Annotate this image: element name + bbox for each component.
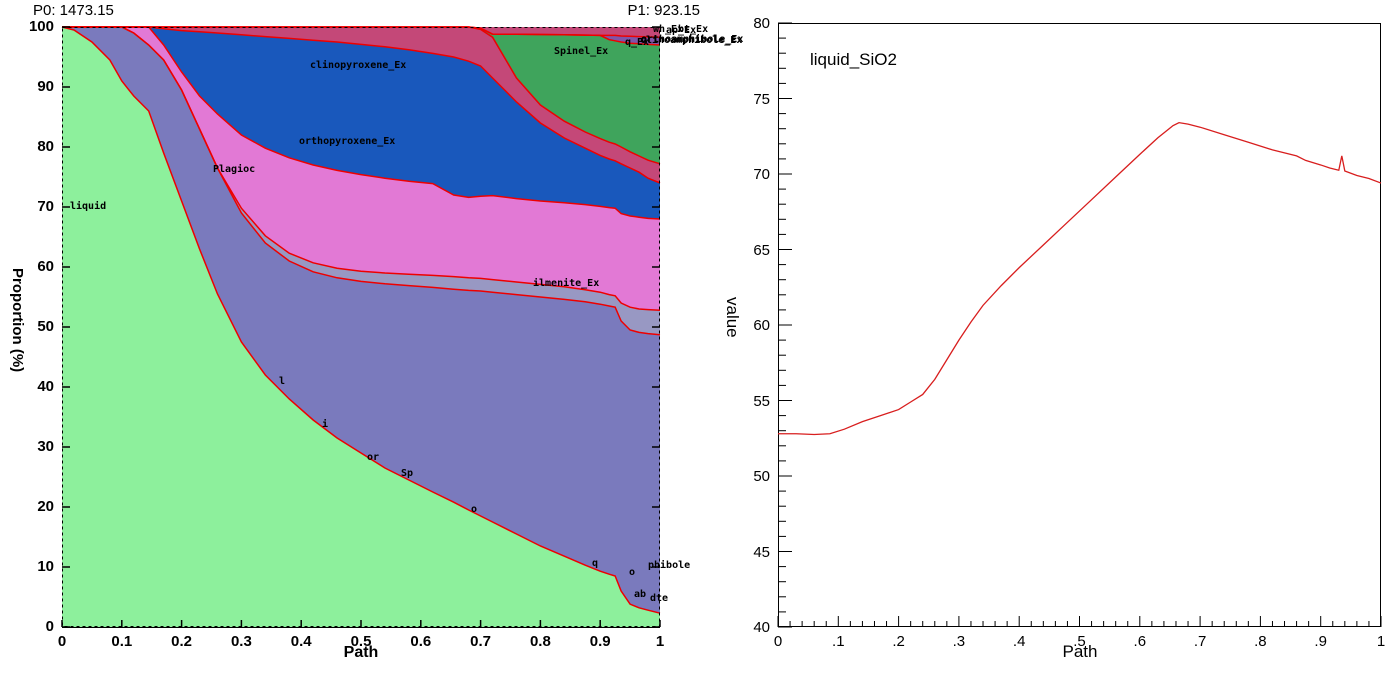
left-stacked-area-chart xyxy=(61,26,661,628)
phase-label-liquid: liquid xyxy=(70,201,107,212)
phase-label-clinoamphibole_Ex: clinoamphibole_Ex xyxy=(640,35,743,46)
right-x-tick-label: .6 xyxy=(1133,633,1147,650)
right-line-chart xyxy=(777,22,1382,628)
phase-label-clinopyroxene_Ex: clinopyroxene_Ex xyxy=(310,60,407,71)
liquid-sio2-line xyxy=(778,121,1382,436)
right-chart-x-axis-title: Path xyxy=(1062,642,1098,661)
phase-label-i: i xyxy=(322,419,329,430)
left-x-tick-label: 1 xyxy=(655,633,665,650)
left-y-tick-label: 40 xyxy=(37,378,54,395)
right-x-tick-label: 1 xyxy=(1376,633,1386,650)
boundary-amphibole_Ex xyxy=(62,26,661,38)
left-y-tick-label: 0 xyxy=(45,618,54,635)
left-x-tick-label: 0.7 xyxy=(470,633,492,650)
right-x-tick-label: .7 xyxy=(1193,633,1207,650)
phase-label-or: or xyxy=(367,452,380,463)
phase-label-o: o xyxy=(629,567,636,578)
right-y-tick-label: 50 xyxy=(753,468,770,485)
right-x-tick-label: .4 xyxy=(1012,633,1026,650)
phase-label-q: q xyxy=(592,558,599,569)
left-x-tick-label: 0.2 xyxy=(171,633,193,650)
area-q_Ex xyxy=(62,27,660,164)
phase-label-Sp: Sp xyxy=(401,468,414,479)
phase-label-o: o xyxy=(471,504,478,515)
left-x-tick-label: 0.5 xyxy=(350,633,372,650)
right-y-tick-label: 55 xyxy=(753,392,770,410)
phase-label-ilmenite_Ex: ilmenite_Ex xyxy=(533,278,600,289)
right-y-tick-label: 60 xyxy=(753,317,770,334)
left-chart-x-axis-title: Path xyxy=(343,644,379,661)
left-y-tick-label: 10 xyxy=(37,558,54,575)
left-chart-p1-label: P1: 923.15 xyxy=(627,2,700,19)
left-y-tick-label: 50 xyxy=(37,318,54,335)
right-y-tick-label: 75 xyxy=(753,90,770,108)
phase-label-orthopyroxene_Ex: orthopyroxene_Ex xyxy=(299,136,396,147)
left-x-tick-label: 0.3 xyxy=(230,633,252,650)
right-x-tick-label: .5 xyxy=(1073,633,1086,650)
phase-label-Plagioc: Plagioc xyxy=(213,164,256,175)
boundary-liquid xyxy=(61,26,661,614)
right-plot-border xyxy=(778,23,1381,627)
phase-label-ap_Ex: ap_Ex xyxy=(666,25,697,36)
phase-label-Spinel_Ex: Spinel_Ex xyxy=(554,46,609,57)
right-x-tick-label: 0 xyxy=(773,633,783,650)
right-x-tick-label: .8 xyxy=(1254,633,1267,650)
right-x-tick-label: .9 xyxy=(1314,633,1327,650)
area-liquid xyxy=(62,27,660,627)
right-x-tick-label: .2 xyxy=(892,633,905,650)
left-y-tick-label: 60 xyxy=(37,258,54,275)
right-y-tick-label: 80 xyxy=(753,15,770,32)
left-x-tick-label: 0.4 xyxy=(290,633,312,650)
left-x-tick-label: 0.8 xyxy=(529,633,551,650)
right-x-tick-label: .3 xyxy=(952,633,966,650)
left-y-tick-label: 30 xyxy=(37,438,54,455)
phase-label-q_Ex: q_Ex xyxy=(625,37,650,48)
right-y-tick-label: 40 xyxy=(753,619,770,636)
phase-label-orthoamphibole_Ex: orthoamphibole_Ex xyxy=(641,34,744,45)
phase-label-dte: dte xyxy=(650,593,669,604)
phase-label-bt_Ex: bt_Ex xyxy=(678,24,709,35)
left-x-tick-label: 0.1 xyxy=(111,633,133,650)
phase-label-l: l xyxy=(279,376,286,387)
left-x-tick-label: 0.9 xyxy=(589,633,611,650)
left-y-tick-label: 90 xyxy=(37,78,54,95)
right-x-tick-label: .1 xyxy=(832,633,845,650)
boundary-ilmenite_Ex xyxy=(62,26,661,311)
phase-label-wh_Ex: wh_Ex xyxy=(653,24,684,35)
right-chart-title: liquid_SiO2 xyxy=(810,50,897,69)
area-Plagioclase xyxy=(62,27,660,614)
left-y-tick-label: 80 xyxy=(37,138,54,155)
area-orthopyroxene_Ex xyxy=(62,27,660,311)
right-y-tick-label: 70 xyxy=(753,166,770,183)
phase-label-ab: ab xyxy=(634,589,647,600)
left-y-tick-label: 70 xyxy=(37,198,54,215)
area-clinopyroxene_Ex xyxy=(62,27,660,219)
area-apatite_Ex xyxy=(62,27,660,38)
right-y-tick-label: 65 xyxy=(753,241,770,259)
left-y-tick-label: 100 xyxy=(28,18,54,35)
right-y-tick-label: 45 xyxy=(753,543,770,561)
left-x-tick-label: 0.6 xyxy=(410,633,432,650)
left-chart-p0-label: P0: 1473.15 xyxy=(33,2,114,19)
phase-label-phibole: phibole xyxy=(648,560,691,571)
left-y-tick-label: 20 xyxy=(37,498,54,515)
left-x-tick-label: 0 xyxy=(57,633,67,650)
